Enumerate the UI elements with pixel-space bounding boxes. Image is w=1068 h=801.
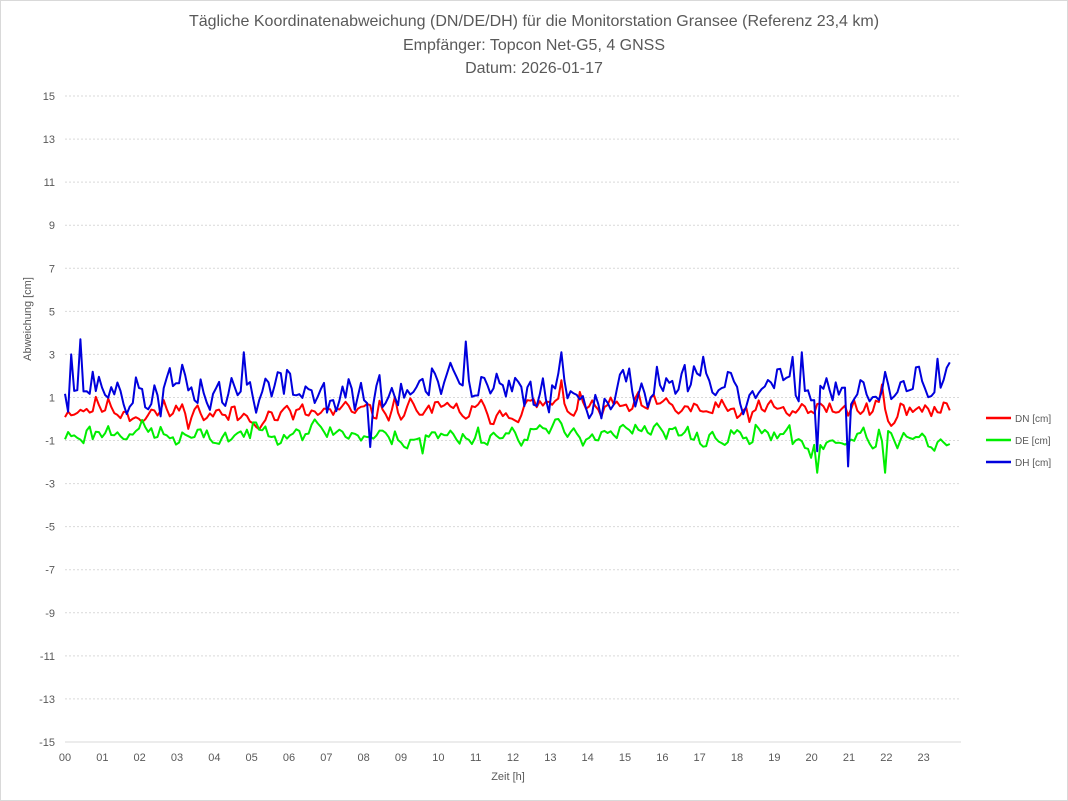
- x-tick-label: 21: [843, 752, 855, 764]
- y-tick-label: 11: [44, 177, 55, 189]
- y-tick-label: -9: [45, 608, 55, 620]
- y-tick-label: 13: [43, 134, 55, 146]
- series-lines: [64, 338, 951, 474]
- y-axis-label: Abweichung [cm]: [22, 277, 34, 361]
- series-line-de: [64, 418, 951, 474]
- y-tick-label: -7: [45, 565, 55, 577]
- x-tick-label: 06: [283, 752, 295, 764]
- x-tick-label: 10: [432, 752, 444, 764]
- legend: DN [cm] DE [cm] DH [cm]: [986, 414, 1051, 469]
- x-tick-label: 14: [582, 752, 594, 764]
- chart-subtitle-date: Datum: 2026-01-17: [465, 60, 603, 77]
- y-tick-label: 3: [49, 349, 55, 361]
- x-axis-ticks: 00 01 02 03 04 05 06 07 08 09 10 11 12 13 14 15 16 17 18 19…: [59, 752, 930, 764]
- y-axis-ticks: 15 13 11 9 7 5 3 1 -1 -3 -5 -7 -9 -11 -13 -15: [39, 91, 55, 749]
- x-tick-label: 11: [470, 752, 481, 764]
- chart-subtitle-receiver: Empfänger: Topcon Net-G5, 4 GNSS: [402, 37, 666, 54]
- y-tick-label: -11: [40, 651, 55, 663]
- x-tick-label: 08: [358, 752, 370, 764]
- x-tick-label: 05: [246, 752, 258, 764]
- y-tick-label: -3: [45, 479, 55, 491]
- x-tick-label: 02: [134, 752, 146, 764]
- x-tick-label: 23: [918, 752, 930, 764]
- x-tick-label: 17: [694, 752, 706, 764]
- x-tick-label: 09: [395, 752, 407, 764]
- x-tick-label: 13: [544, 752, 556, 764]
- y-tick-label: 7: [49, 263, 55, 275]
- y-tick-label: 9: [49, 220, 55, 232]
- legend-label: DN [cm]: [1015, 414, 1051, 425]
- x-tick-label: 20: [806, 752, 818, 764]
- x-tick-label: 07: [320, 752, 332, 764]
- legend-label: DH [cm]: [1015, 458, 1051, 469]
- y-tick-label: -5: [45, 522, 55, 534]
- y-tick-label: -15: [39, 737, 55, 749]
- x-tick-label: 04: [208, 752, 220, 764]
- y-tick-label: 5: [49, 306, 55, 318]
- y-tick-label: 15: [43, 91, 55, 103]
- y-tick-label: 1: [49, 392, 55, 404]
- y-tick-label: -1: [45, 436, 55, 448]
- x-tick-label: 01: [96, 752, 108, 764]
- x-tick-label: 12: [507, 752, 519, 764]
- series-line-dn: [64, 379, 951, 431]
- chart-title: Tägliche Koordinatenabweichung (DN/DE/DH…: [188, 13, 880, 30]
- legend-label: DE [cm]: [1015, 436, 1051, 447]
- x-tick-label: 15: [619, 752, 631, 764]
- x-tick-label: 18: [731, 752, 743, 764]
- x-tick-label: 00: [59, 752, 71, 764]
- x-tick-label: 19: [768, 752, 780, 764]
- gridlines: [65, 95, 961, 743]
- x-tick-label: 16: [656, 752, 668, 764]
- x-tick-label: 22: [880, 752, 892, 764]
- x-tick-label: 03: [171, 752, 183, 764]
- x-axis-label: Zeit [h]: [491, 771, 525, 783]
- series-line-dh: [64, 338, 951, 468]
- y-tick-label: -13: [39, 694, 55, 706]
